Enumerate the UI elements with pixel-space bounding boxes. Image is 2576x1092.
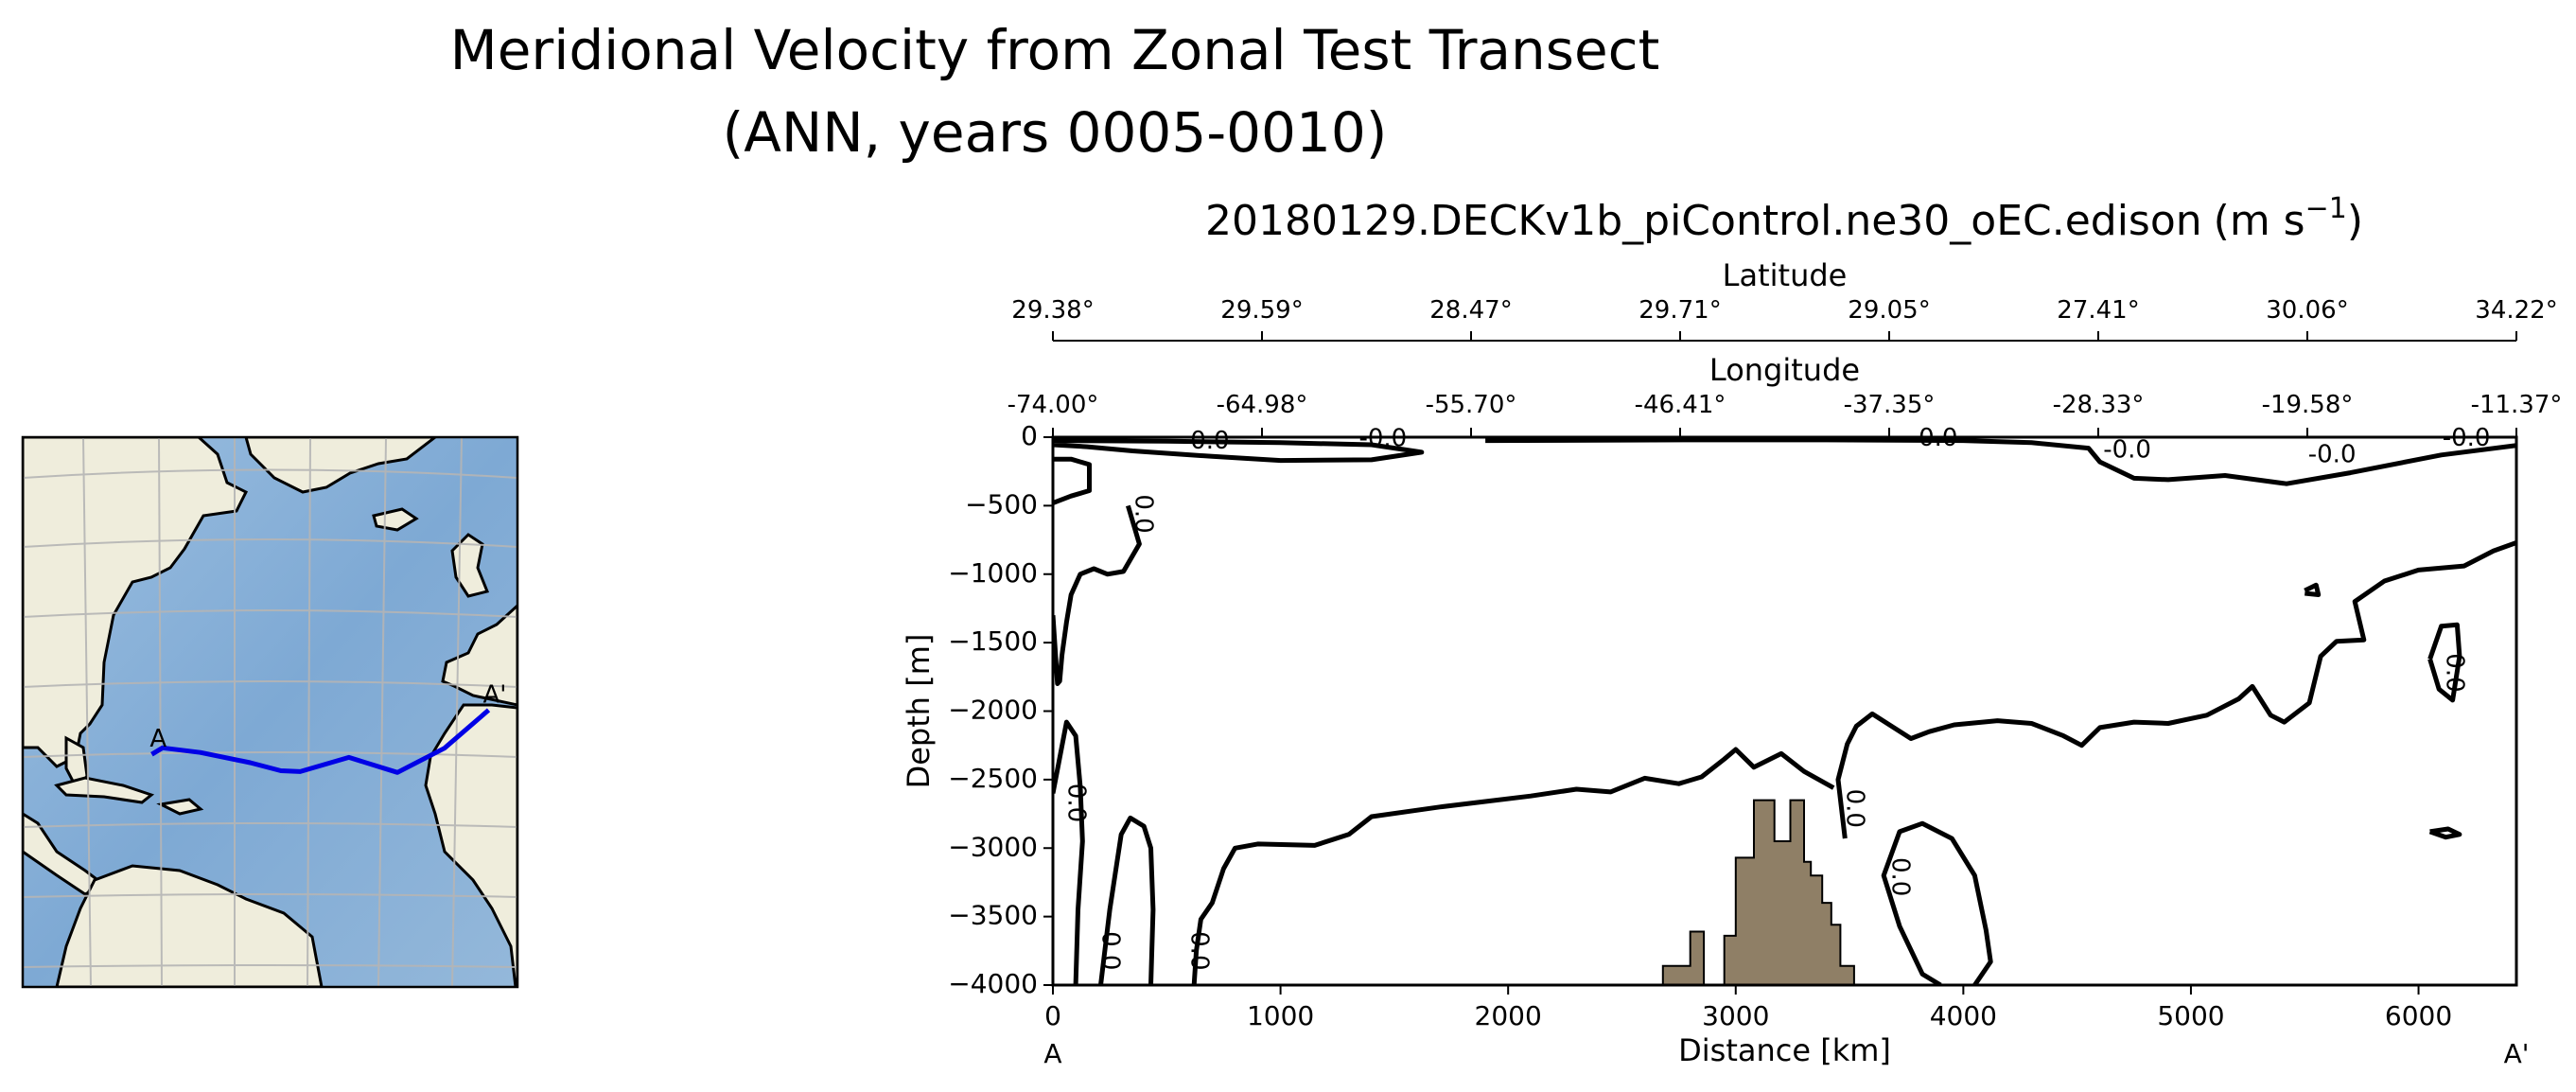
contour-label: -0.0: [2308, 440, 2357, 468]
contour-label: 0.0: [1096, 931, 1125, 970]
zero-contour-5: [1191, 747, 1835, 985]
y-tick-label: −2000: [948, 695, 1038, 726]
section-end-label: A': [2504, 1038, 2530, 1069]
longitude-tick-label: -37.35°: [1844, 391, 1936, 419]
longitude-tick-label: -19.58°: [2262, 391, 2354, 419]
longitude-tick-label: -74.00°: [1008, 391, 1099, 419]
section-title: 20180129.DECKv1b_piControl.ne30_oEC.edis…: [1205, 192, 2363, 245]
transect-line: [150, 708, 491, 775]
figure-title: Meridional Velocity from Zonal Test Tran…: [284, 9, 1826, 174]
longitude-tick-label: -11.37°: [2471, 391, 2563, 419]
section-title-units: (m s: [2214, 197, 2305, 245]
map-start-label: A: [149, 725, 166, 753]
y-tick-label: −1500: [948, 625, 1038, 657]
map-land-british-isles: [450, 533, 490, 598]
latitude-tick-label: 29.38°: [1011, 296, 1094, 325]
y-tick-label: −3000: [948, 831, 1038, 862]
latitude-tick-label: 29.71°: [1638, 296, 1721, 325]
x-tick-label: 0: [1044, 1000, 1061, 1031]
x-tick-label: 6000: [2385, 1000, 2452, 1031]
zero-contour-2: [1053, 456, 1092, 505]
contour-label: 0.0: [1885, 857, 1914, 896]
section-title-text: 20180129.DECKv1b_piControl.ne30_oEC.edis…: [1205, 197, 2202, 245]
bathymetry: [1661, 799, 1855, 985]
map-land-cuba: [54, 776, 155, 804]
latitude-tick-label: 30.06°: [2266, 296, 2348, 325]
x-axis-label: Distance [km]: [1678, 1032, 1891, 1068]
y-tick-label: −1000: [948, 557, 1038, 589]
x-tick-label: 1000: [1247, 1000, 1314, 1031]
zero-contour-11: [2428, 826, 2462, 840]
latitude-tick-label: 34.22°: [2475, 296, 2557, 325]
longitude-tick-label: -55.70°: [1426, 391, 1517, 419]
latitude-tick-label: 29.59°: [1220, 296, 1303, 325]
contour-label: 0.0: [2440, 653, 2468, 692]
y-axis-label: Depth [m]: [901, 634, 937, 789]
contour-label: -0.0: [1358, 425, 1407, 453]
contour-label: 0.0: [1184, 931, 1213, 970]
map-frame: [21, 435, 519, 989]
contour-label: -0.0: [1182, 427, 1230, 455]
latitude-tick-label: 28.47°: [1429, 296, 1512, 325]
y-tick-label: −2500: [948, 763, 1038, 794]
x-tick-label: 3000: [1702, 1000, 1769, 1031]
x-tick-label: 2000: [1475, 1000, 1542, 1031]
longitude-tick-label: -64.98°: [1217, 391, 1308, 419]
map-land-greenland: [244, 437, 438, 494]
longitude-axis-label: Longitude: [1709, 352, 1860, 388]
contour-label: 0.0: [1130, 494, 1158, 533]
zero-contour-7: [1053, 719, 1085, 985]
zero-contour-8: [1098, 815, 1156, 985]
latitude-tick-label: 27.41°: [2057, 296, 2139, 325]
y-tick-label: −3500: [948, 900, 1038, 931]
map-land-europe: [441, 603, 517, 707]
latitude-tick-label: 29.05°: [1848, 296, 1930, 325]
section-start-label: A: [1043, 1038, 1061, 1069]
map-end-label: A': [482, 680, 506, 709]
map-land-hispaniola: [156, 798, 204, 816]
contour-label: 0.0: [1062, 784, 1091, 822]
contour-label: -0.0: [2103, 435, 2151, 464]
y-tick-label: 0: [1021, 420, 1038, 451]
x-tick-label: 5000: [2157, 1000, 2224, 1031]
latitude-axis-label: Latitude: [1723, 257, 1848, 293]
y-tick-label: −500: [965, 488, 1038, 520]
map-land-africa: [424, 703, 517, 987]
y-tick-label: −4000: [948, 968, 1038, 999]
figure-title-line2: (ANN, years 0005-0010): [722, 100, 1388, 165]
zero-contour-9: [2304, 582, 2322, 597]
x-tick-label: 4000: [1930, 1000, 1997, 1031]
map-graticule: [23, 437, 517, 987]
figure-title-line1: Meridional Velocity from Zonal Test Tran…: [449, 18, 1660, 82]
contour-label: 0.0: [1840, 789, 1868, 828]
longitude-tick-label: -28.33°: [2053, 391, 2145, 419]
zero-contour-4: [1835, 540, 2516, 839]
section-title-units-exp: −1: [2305, 192, 2347, 225]
zero-contour-3: [1053, 504, 1142, 686]
zero-contour-10: [2427, 622, 2462, 703]
section-title-units-close: ): [2347, 197, 2363, 245]
zero-contour-0: [1053, 438, 1425, 464]
zero-contour-6: [1881, 820, 1993, 985]
zero-contour-1: [1485, 437, 2516, 486]
longitude-tick-label: -46.41°: [1635, 391, 1726, 419]
